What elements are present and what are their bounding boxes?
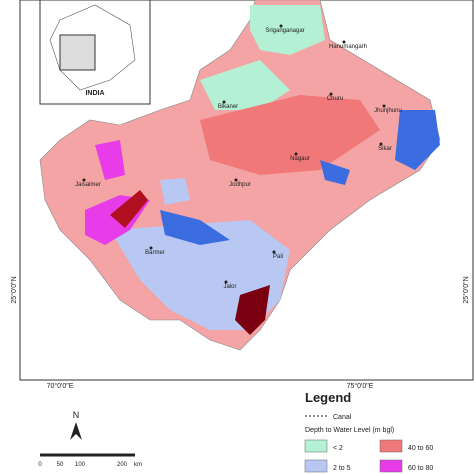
place-label: Hanumangarh bbox=[329, 44, 367, 50]
legend-label: 40 to 60 bbox=[408, 445, 433, 452]
scale-labels: 0 50 100 200 km bbox=[38, 462, 142, 468]
zone-deepest bbox=[235, 285, 270, 335]
place-dot bbox=[294, 152, 298, 156]
zone-blue bbox=[160, 210, 230, 245]
place-label: Churu bbox=[327, 96, 343, 102]
legend-label: < 2 bbox=[333, 445, 343, 452]
scale-label: 0 bbox=[38, 462, 42, 468]
place-dot bbox=[234, 178, 238, 182]
scale-label: 100 bbox=[75, 462, 86, 468]
zone-very-deep bbox=[95, 140, 125, 180]
inset-highlight bbox=[59, 34, 96, 71]
inset-label: INDIA bbox=[85, 90, 104, 97]
north-label: N bbox=[73, 410, 80, 420]
legend-swatch bbox=[379, 439, 403, 453]
zone-shallow bbox=[250, 5, 325, 55]
zone-moderate bbox=[160, 178, 190, 205]
place-label: Nagaur bbox=[290, 156, 310, 162]
place-dot bbox=[224, 280, 228, 284]
zone-blue bbox=[320, 160, 350, 185]
y-label: 25°0'0"N bbox=[10, 276, 18, 303]
legend-title: Legend bbox=[305, 390, 351, 405]
scale-label: 200 bbox=[117, 462, 128, 468]
place-dot bbox=[82, 178, 86, 182]
place-dot bbox=[342, 40, 346, 44]
zone-deep bbox=[200, 95, 380, 175]
scale-unit: km bbox=[134, 462, 142, 468]
place-dot bbox=[272, 250, 276, 254]
place-label: Sikar bbox=[378, 146, 392, 152]
place-label: Barmer bbox=[145, 250, 165, 256]
place-label: Jodhpur bbox=[229, 182, 251, 188]
scale-label: 50 bbox=[57, 462, 64, 468]
place-dot bbox=[382, 104, 386, 108]
legend-subtitle: Depth to Water Level (m bgl) bbox=[305, 427, 394, 434]
x-label: 75°0'0"E bbox=[347, 382, 374, 390]
legend-swatch bbox=[304, 439, 328, 453]
legend-label: 60 to 80 bbox=[408, 465, 433, 472]
place-labels: Sriganganagar Hanumangarh Bikaner Churu Jhun… bbox=[75, 24, 402, 290]
legend-classes: < 2 2 to 5 40 to 60 60 to 80 bbox=[304, 439, 433, 473]
place-label: Jalor bbox=[223, 284, 236, 290]
place-label: Pali bbox=[273, 254, 283, 260]
zone-deepest bbox=[110, 190, 148, 228]
place-label: Jhunjhunu bbox=[374, 108, 402, 114]
north-arrow bbox=[70, 422, 82, 440]
place-dot bbox=[329, 92, 333, 96]
place-dot bbox=[379, 142, 383, 146]
place-dot bbox=[222, 100, 226, 104]
legend-canal: Canal bbox=[333, 414, 352, 421]
zone-shallow bbox=[200, 60, 290, 110]
x-label: 70°0'0"E bbox=[47, 382, 74, 390]
place-label: Jaisalmer bbox=[75, 182, 101, 188]
place-dot bbox=[279, 24, 283, 28]
place-label: Bikaner bbox=[218, 104, 238, 110]
legend-swatch bbox=[304, 459, 328, 473]
place-label: Sriganganagar bbox=[265, 28, 304, 34]
y-label: 25°0'0"N bbox=[462, 276, 470, 303]
legend-swatch bbox=[379, 459, 403, 473]
legend-label: 2 to 5 bbox=[333, 465, 351, 472]
zone-blue bbox=[395, 110, 440, 170]
place-dot bbox=[149, 246, 153, 250]
